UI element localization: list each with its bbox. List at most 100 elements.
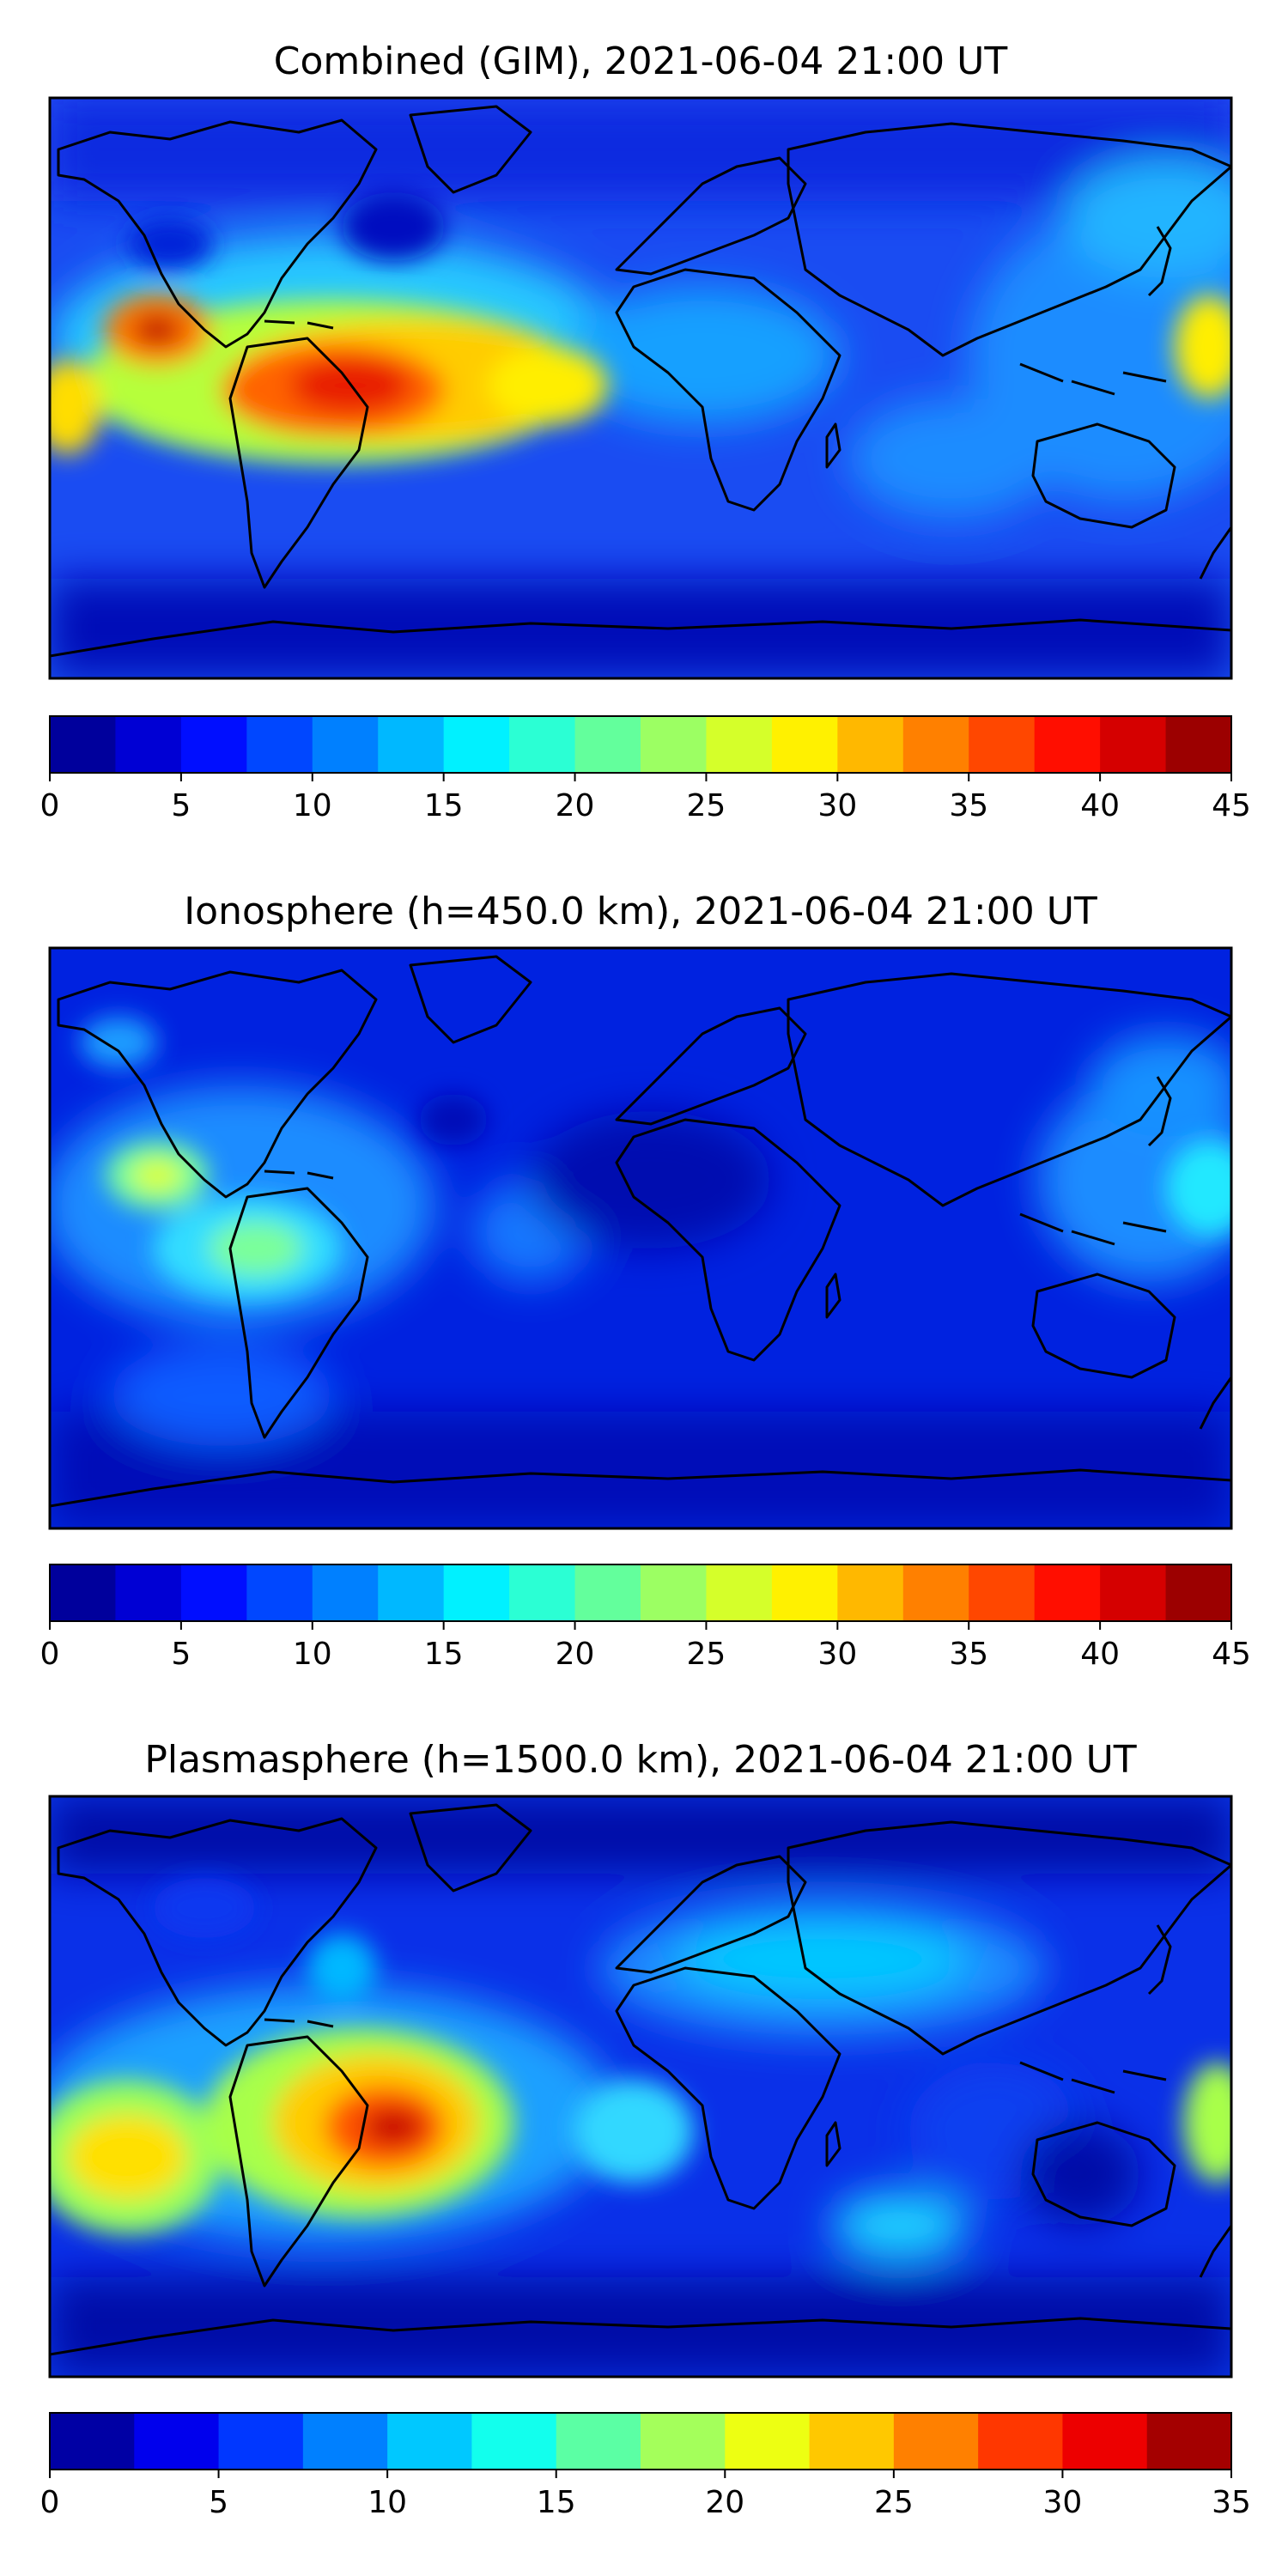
colorbar-tick-label: 25 — [687, 1637, 726, 1672]
colorbar-ticks: 0 5 10 15 20 25 30 35 — [40, 2470, 1251, 2520]
colorbar-swatch — [443, 1564, 510, 1621]
map-plot — [50, 1796, 1231, 2377]
colorbar-swatch — [50, 2413, 135, 2470]
colorbar-tick-label: 20 — [556, 1637, 595, 1672]
colorbar-swatch — [443, 716, 510, 773]
colorbar-swatches — [50, 2413, 1232, 2470]
colorbar-swatch — [509, 716, 576, 773]
tec-field — [50, 1796, 1231, 2377]
colorbar-tick-label: 40 — [1080, 788, 1120, 823]
colorbar-swatch — [771, 1564, 838, 1621]
colorbar-tick-label: 10 — [368, 2485, 407, 2520]
colorbar-tick-label: 30 — [817, 1637, 857, 1672]
colorbar-swatch — [1062, 2413, 1148, 2470]
colorbar-swatch — [50, 716, 117, 773]
colorbar-tick-label: 35 — [1212, 2485, 1251, 2520]
colorbar-swatch — [302, 2413, 388, 2470]
colorbar-frame — [49, 715, 1232, 774]
map-plot — [50, 948, 1231, 1528]
colorbar-swatch — [978, 2413, 1064, 2470]
colorbar-tick-label: 5 — [171, 1637, 191, 1672]
colorbar-tick-label: 30 — [1043, 2485, 1083, 2520]
colorbar-swatch — [378, 716, 445, 773]
colorbar-tick-label: 0 — [40, 1637, 60, 1672]
colorbar-swatch — [706, 716, 773, 773]
colorbar-swatch — [574, 1564, 641, 1621]
colorbar-swatch — [1100, 716, 1167, 773]
colorbar-swatches — [50, 716, 1232, 773]
panel-plasmasphere: Plasmasphere (h=1500.0 km), 2021-06-04 2… — [40, 1738, 1251, 2520]
colorbar-tick-label: 35 — [949, 788, 988, 823]
colorbar-tick-label: 45 — [1212, 788, 1251, 823]
colorbar-swatch — [837, 1564, 904, 1621]
colorbar-tick-label: 5 — [171, 788, 191, 823]
colorbar-swatch — [1165, 716, 1232, 773]
colorbar-swatch — [902, 1564, 969, 1621]
colorbar-swatches — [50, 1564, 1232, 1621]
map-frame — [48, 946, 1233, 1530]
colorbar-swatch — [134, 2413, 220, 2470]
colorbar-swatch — [50, 1564, 117, 1621]
colorbar-swatch — [706, 1564, 773, 1621]
colorbar-tick-label: 25 — [874, 2485, 914, 2520]
colorbar-swatch — [837, 716, 904, 773]
panel-title: Ionosphere (h=450.0 km), 2021-06-04 21:0… — [184, 890, 1097, 933]
colorbar: 0 5 10 15 20 25 30 35 — [40, 2412, 1251, 2520]
colorbar-swatch — [1034, 1564, 1101, 1621]
colorbar-tick-label: 20 — [556, 788, 595, 823]
colorbar-swatch — [969, 716, 1036, 773]
colorbar-swatch — [969, 1564, 1036, 1621]
colorbar-swatch — [180, 1564, 247, 1621]
colorbar-swatch — [574, 716, 641, 773]
tec-field — [50, 98, 1231, 678]
colorbar-tick-label: 0 — [40, 788, 60, 823]
colorbar-swatch — [180, 716, 247, 773]
colorbar-swatch — [893, 2413, 979, 2470]
colorbar-tick-label: 40 — [1080, 1637, 1120, 1672]
panel-ionosphere: Ionosphere (h=450.0 km), 2021-06-04 21:0… — [40, 890, 1251, 1672]
colorbar-tick-label: 45 — [1212, 1637, 1251, 1672]
colorbar-tick-label: 30 — [817, 788, 857, 823]
colorbar-swatch — [509, 1564, 576, 1621]
colorbar-swatch — [556, 2413, 641, 2470]
colorbar-swatch — [641, 2413, 726, 2470]
colorbar-tick-label: 10 — [293, 1637, 332, 1672]
colorbar-swatch — [387, 2413, 473, 2470]
panel-title: Plasmasphere (h=1500.0 km), 2021-06-04 2… — [144, 1738, 1136, 1782]
colorbar-tick-label: 5 — [209, 2485, 228, 2520]
colorbar-swatch — [641, 1564, 708, 1621]
colorbar-swatch — [1165, 1564, 1232, 1621]
colorbar-ticks: 0 5 10 15 20 25 30 35 40 45 — [40, 773, 1251, 823]
colorbar-swatch — [725, 2413, 811, 2470]
panel-combined: Combined (GIM), 2021-06-04 21:00 UT — [40, 39, 1251, 823]
panel-title: Combined (GIM), 2021-06-04 21:00 UT — [274, 39, 1008, 83]
tec-field — [50, 955, 1231, 1528]
map-plot — [50, 98, 1231, 678]
colorbar-swatch — [902, 716, 969, 773]
colorbar-swatch — [1034, 716, 1101, 773]
colorbar-tick-label: 15 — [424, 1637, 464, 1672]
map-frame — [48, 1795, 1233, 2379]
colorbar-swatch — [246, 1564, 313, 1621]
colorbar-swatch — [312, 716, 379, 773]
colorbar-swatch — [246, 716, 313, 773]
colorbar-tick-label: 15 — [537, 2485, 576, 2520]
colorbar-tick-label: 0 — [40, 2485, 60, 2520]
colorbar-swatch — [641, 716, 708, 773]
colorbar-swatch — [378, 1564, 445, 1621]
colorbar-swatch — [1146, 2413, 1232, 2470]
map-frame — [48, 96, 1233, 680]
colorbar-tick-label: 35 — [949, 1637, 988, 1672]
colorbar-tick-label: 20 — [705, 2485, 744, 2520]
colorbar-ticks: 0 5 10 15 20 25 30 35 40 45 — [40, 1621, 1251, 1672]
colorbar-swatch — [771, 716, 838, 773]
colorbar-swatch — [809, 2413, 895, 2470]
colorbar-swatch — [218, 2413, 304, 2470]
colorbar-frame — [49, 2412, 1232, 2470]
colorbar-tick-label: 15 — [424, 788, 464, 823]
colorbar: 0 5 10 15 20 25 30 35 40 45 — [40, 715, 1251, 823]
colorbar-swatch — [1100, 1564, 1167, 1621]
colorbar-tick-label: 25 — [687, 788, 726, 823]
colorbar-swatch — [115, 716, 182, 773]
